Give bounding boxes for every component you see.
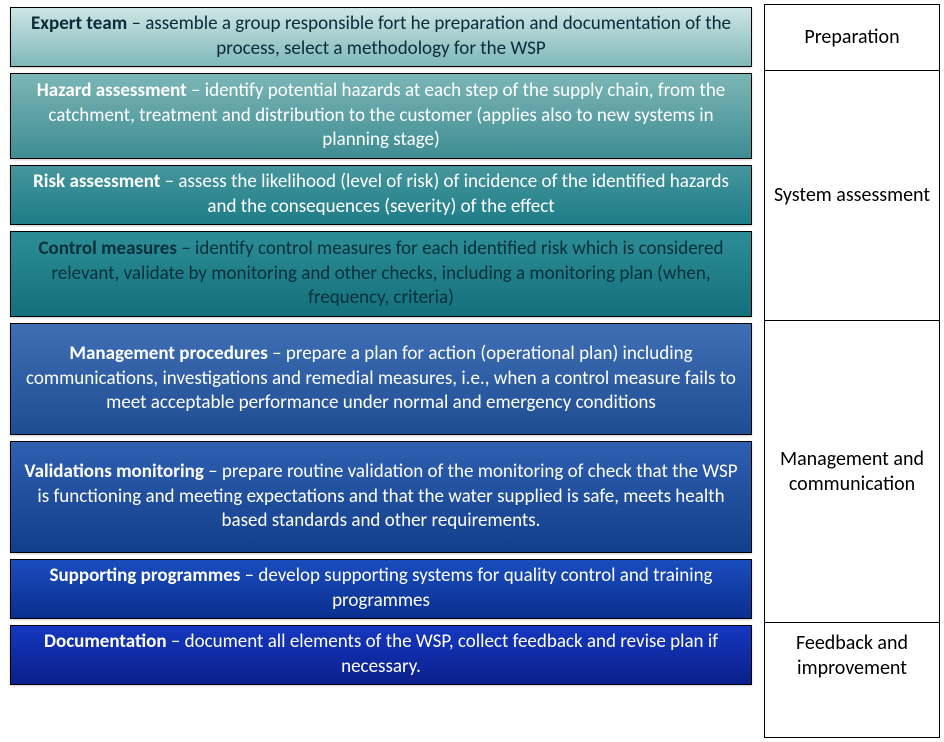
step-box-1: Hazard assessment – identify potential h… bbox=[10, 73, 752, 159]
step-title: Supporting programmes bbox=[50, 564, 241, 587]
wsp-diagram: Expert team – assemble a group responsib… bbox=[4, 4, 940, 738]
phase-cell-1: System assessment bbox=[765, 71, 939, 321]
step-text: Management procedures – prepare a plan f… bbox=[23, 342, 739, 416]
step-title: Hazard assessment bbox=[37, 79, 187, 102]
step-box-0: Expert team – assemble a group responsib… bbox=[10, 7, 752, 67]
step-box-5: Validations monitoring – prepare routine… bbox=[10, 441, 752, 553]
step-text: Risk assessment – assess the likelihood … bbox=[23, 170, 739, 219]
phase-label: System assessment bbox=[774, 183, 930, 208]
step-title: Validations monitoring bbox=[24, 460, 203, 483]
step-box-7: Documentation – document all elements of… bbox=[10, 625, 752, 685]
step-text: Documentation – document all elements of… bbox=[23, 630, 739, 679]
step-title: Expert team bbox=[31, 12, 127, 35]
phase-label: Preparation bbox=[804, 25, 899, 50]
step-title: Management procedures bbox=[69, 342, 267, 365]
step-desc: – assess the likelihood (level of risk) … bbox=[160, 170, 729, 218]
step-text: Hazard assessment – identify potential h… bbox=[23, 79, 739, 153]
step-title: Documentation bbox=[44, 630, 167, 653]
step-desc: – assemble a group responsible fort he p… bbox=[127, 12, 731, 60]
phase-label: Management and communication bbox=[769, 447, 935, 497]
step-title: Risk assessment bbox=[33, 170, 160, 193]
step-box-2: Risk assessment – assess the likelihood … bbox=[10, 165, 752, 225]
step-text: Supporting programmes – develop supporti… bbox=[23, 564, 739, 613]
step-box-4: Management procedures – prepare a plan f… bbox=[10, 323, 752, 435]
step-title: Control measures bbox=[39, 237, 177, 260]
phase-cell-3: Feedback and improvement bbox=[765, 623, 939, 689]
phase-cell-0: Preparation bbox=[765, 5, 939, 71]
phase-label: Feedback and improvement bbox=[769, 631, 935, 681]
step-box-6: Supporting programmes – develop supporti… bbox=[10, 559, 752, 619]
step-box-3: Control measures – identify control meas… bbox=[10, 231, 752, 317]
step-text: Validations monitoring – prepare routine… bbox=[23, 460, 739, 534]
step-text: Expert team – assemble a group responsib… bbox=[23, 12, 739, 61]
phase-cell-2: Management and communication bbox=[765, 321, 939, 623]
step-text: Control measures – identify control meas… bbox=[23, 237, 739, 311]
steps-column: Expert team – assemble a group responsib… bbox=[4, 4, 764, 738]
phases-column: Preparation System assessment Management a… bbox=[764, 4, 940, 738]
step-desc: – document all elements of the WSP, coll… bbox=[167, 630, 718, 678]
step-desc: – develop supporting systems for quality… bbox=[240, 564, 712, 612]
